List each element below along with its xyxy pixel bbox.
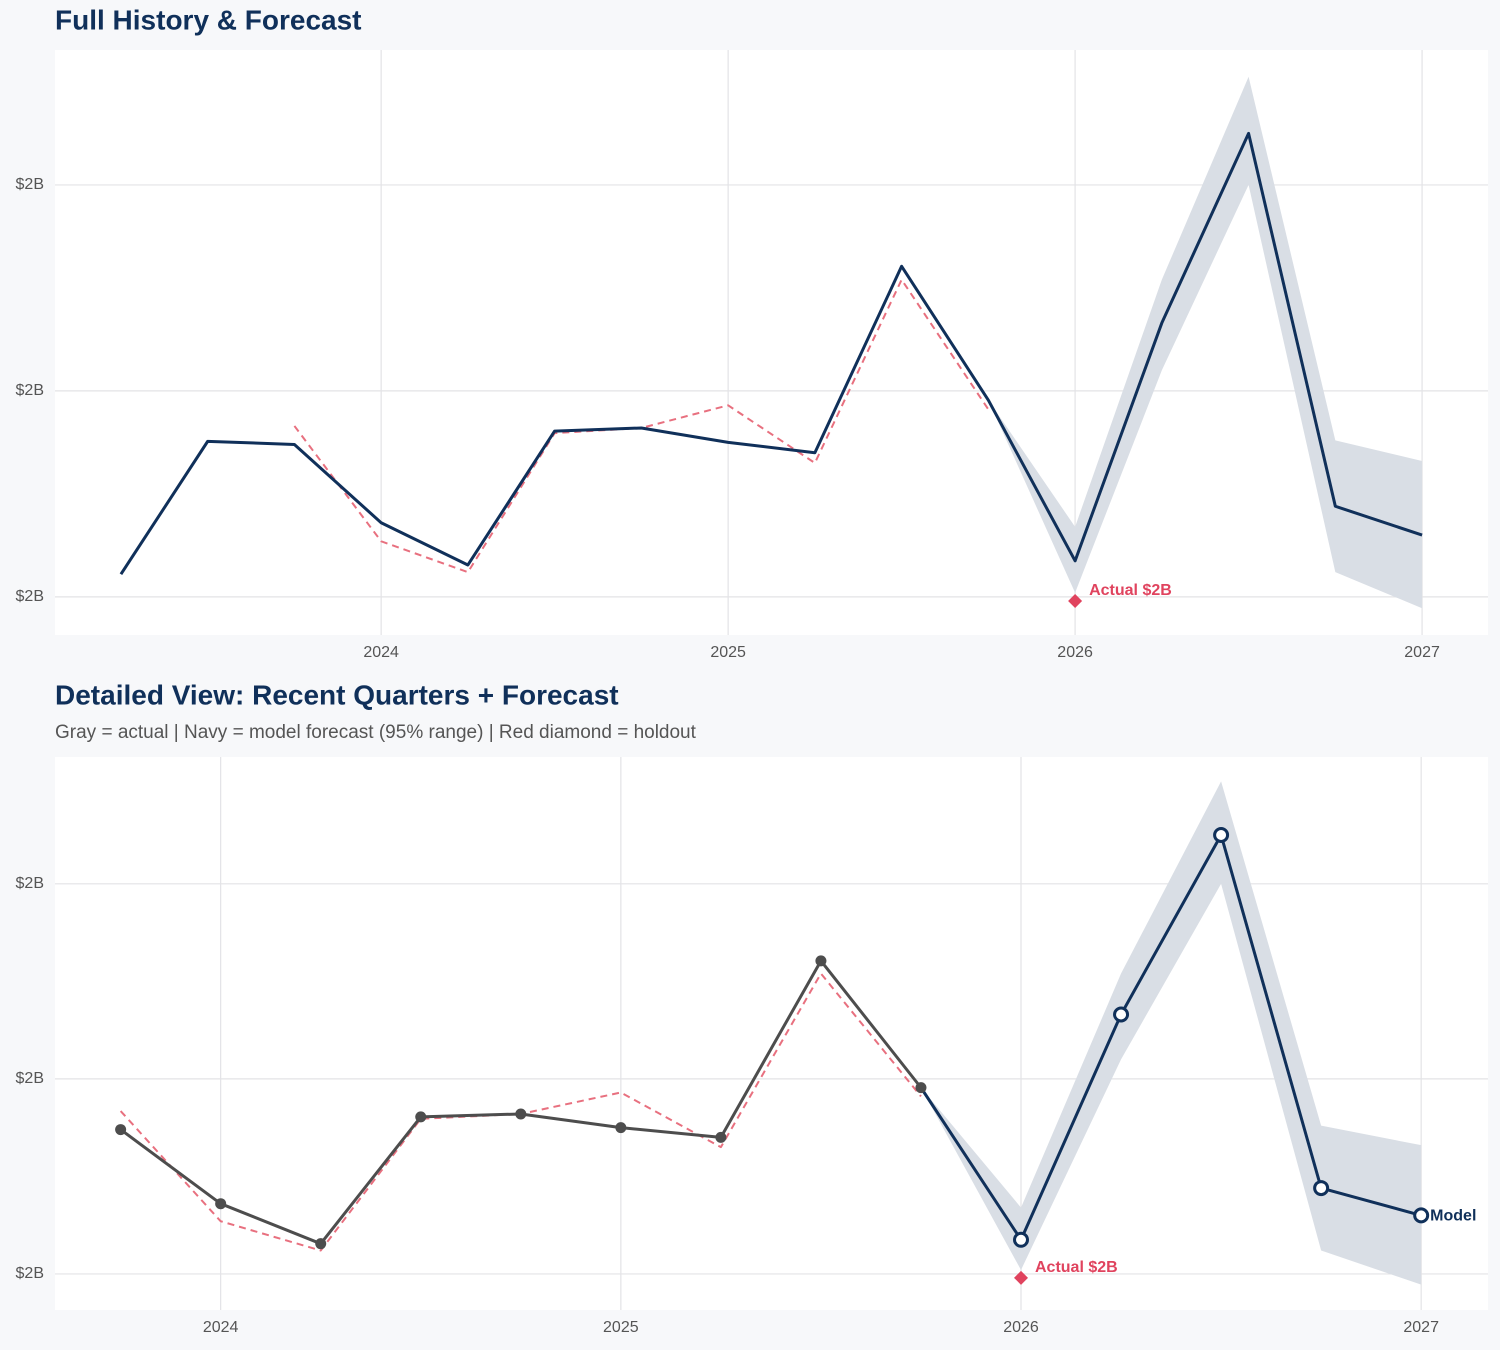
series-line xyxy=(919,833,1422,1242)
point xyxy=(615,1122,627,1134)
y-tick-label: $2B xyxy=(16,382,44,399)
y-tick-label: $2B xyxy=(16,176,44,193)
x-tick-label: 2027 xyxy=(1404,644,1440,661)
plot-area xyxy=(55,757,1488,1310)
point xyxy=(1313,1180,1330,1197)
holdout-label: Actual $2B xyxy=(1089,582,1172,599)
point xyxy=(315,1238,327,1250)
y-tick-label: $2B xyxy=(16,875,44,892)
forecast-band xyxy=(988,76,1423,609)
series-line xyxy=(119,131,1423,576)
point xyxy=(515,1108,527,1120)
holdout-label: Actual $2B xyxy=(1035,1259,1118,1276)
point xyxy=(415,1111,427,1123)
series-end-label: Model xyxy=(1430,1208,1476,1225)
y-tick-label: $2B xyxy=(16,1070,44,1087)
x-tick-label: 2024 xyxy=(203,1319,239,1336)
chart-subtitle: Gray = actual | Navy = model forecast (9… xyxy=(55,722,697,743)
chart-title: Detailed View: Recent Quarters + Forecas… xyxy=(55,679,619,710)
x-tick-label: 2027 xyxy=(1403,1319,1439,1336)
chart-title: Full History & Forecast xyxy=(55,4,362,35)
y-tick-label: $2B xyxy=(16,588,44,605)
x-tick-label: 2024 xyxy=(363,644,399,661)
point xyxy=(1013,1231,1030,1248)
point xyxy=(1413,1207,1430,1224)
x-tick-label: 2026 xyxy=(1003,1319,1039,1336)
point xyxy=(115,1124,127,1136)
plot-area xyxy=(55,50,1488,635)
holdout-diamond xyxy=(1014,1270,1029,1285)
y-tick-label: $2B xyxy=(16,1265,44,1282)
point xyxy=(815,955,827,967)
point xyxy=(715,1131,727,1143)
fitted-line xyxy=(293,278,990,574)
point xyxy=(1213,827,1230,844)
x-tick-label: 2026 xyxy=(1057,644,1093,661)
point xyxy=(915,1082,927,1094)
point xyxy=(1113,1006,1130,1023)
holdout-diamond xyxy=(1068,594,1083,609)
x-tick-label: 2025 xyxy=(603,1319,639,1336)
forecast-band xyxy=(920,781,1422,1285)
x-tick-label: 2025 xyxy=(710,644,746,661)
point xyxy=(215,1198,227,1210)
